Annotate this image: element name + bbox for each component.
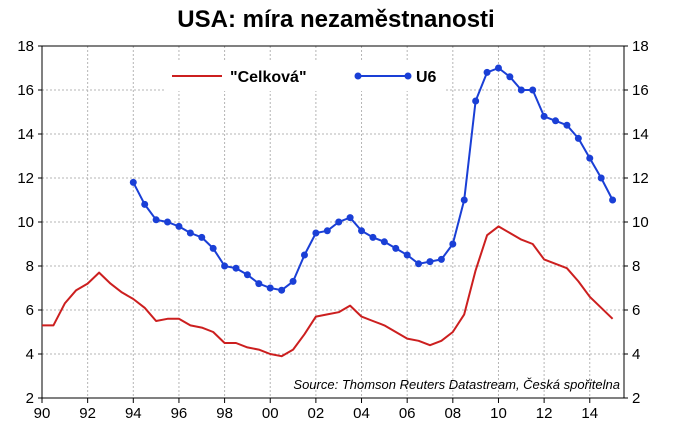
y-tick-label-right: 10 (632, 214, 649, 231)
y-tick-label-right: 2 (632, 390, 640, 407)
data-point-u6 (255, 280, 263, 288)
data-point-u6 (312, 229, 320, 237)
data-point-u6 (392, 244, 400, 252)
data-point-u6 (221, 262, 229, 270)
legend-marker-u6-start (354, 72, 362, 80)
data-point-u6 (335, 218, 343, 226)
y-tick-label-left: 12 (17, 170, 34, 187)
chart-title: USA: míra nezaměstnanosti (177, 6, 494, 33)
x-tick-label: 92 (79, 405, 96, 422)
data-point-u6 (460, 196, 468, 204)
data-point-u6 (358, 227, 366, 235)
data-point-u6 (129, 178, 137, 186)
axis-ticks: 90 92 94 96 98 00 02 04 06 08 10 12 14 2 2 4 4 6 6 8 8 10 10 12… (17, 38, 648, 422)
legend: "Celková" U6 (165, 61, 445, 91)
series-line-celkova (42, 225, 614, 358)
data-point-u6 (609, 196, 617, 204)
x-tick-label: 04 (353, 405, 370, 422)
source-note: Source: Thomson Reuters Datastream, Česk… (293, 377, 620, 392)
data-point-u6 (186, 229, 194, 237)
data-point-u6 (517, 86, 525, 94)
data-point-u6 (289, 277, 297, 285)
data-point-u6 (141, 200, 149, 208)
x-tick-label: 94 (125, 405, 142, 422)
y-tick-label-right: 18 (632, 38, 649, 55)
y-tick-label-left: 18 (17, 38, 34, 55)
y-tick-label-left: 4 (26, 346, 34, 363)
y-tick-label-right: 16 (632, 82, 649, 99)
data-point-u6 (232, 264, 240, 272)
data-point-u6 (198, 233, 206, 241)
data-point-u6 (175, 222, 183, 230)
data-point-u6 (300, 251, 308, 259)
x-tick-label: 02 (308, 405, 325, 422)
series-layer (42, 64, 617, 358)
data-point-u6 (472, 97, 480, 105)
y-tick-label-right: 8 (632, 258, 640, 275)
y-tick-label-left: 14 (17, 126, 34, 143)
data-point-u6 (483, 68, 491, 76)
data-point-u6 (506, 73, 514, 81)
data-point-u6 (369, 233, 377, 241)
y-tick-label-left: 6 (26, 302, 34, 319)
data-point-u6 (164, 218, 172, 226)
data-point-u6 (266, 284, 274, 292)
data-point-u6 (403, 251, 411, 259)
data-point-u6 (152, 216, 160, 224)
data-point-u6 (209, 244, 217, 252)
data-point-u6 (540, 112, 548, 120)
data-point-u6 (346, 214, 354, 222)
legend-label-u6: U6 (416, 69, 437, 86)
data-point-u6 (586, 154, 594, 162)
x-tick-label: 14 (581, 405, 598, 422)
data-point-u6 (323, 227, 331, 235)
data-point-u6 (278, 286, 286, 294)
x-tick-label: 90 (34, 405, 51, 422)
y-tick-label-left: 8 (26, 258, 34, 275)
x-tick-label: 98 (216, 405, 233, 422)
legend-marker-u6-end (404, 72, 412, 80)
data-point-u6 (529, 86, 537, 94)
data-point-u6 (574, 134, 582, 142)
y-tick-label-left: 10 (17, 214, 34, 231)
x-tick-label: 12 (536, 405, 553, 422)
data-point-u6 (380, 238, 388, 246)
data-point-u6 (449, 240, 457, 248)
x-tick-label: 08 (444, 405, 461, 422)
y-tick-label-left: 16 (17, 82, 34, 99)
x-tick-label: 96 (171, 405, 188, 422)
data-point-u6 (415, 260, 423, 268)
y-tick-label-right: 12 (632, 170, 649, 187)
y-tick-label-right: 4 (632, 346, 640, 363)
y-tick-label-left: 2 (26, 390, 34, 407)
data-point-u6 (552, 117, 560, 125)
data-point-u6 (437, 255, 445, 263)
legend-label-celkova: "Celková" (230, 69, 307, 86)
x-tick-label: 06 (399, 405, 416, 422)
data-point-u6 (563, 121, 571, 129)
data-point-u6 (597, 174, 605, 182)
x-tick-label: 10 (490, 405, 507, 422)
data-point-u6 (243, 271, 251, 279)
x-tick-label: 00 (262, 405, 279, 422)
data-point-u6 (426, 258, 434, 266)
data-point-u6 (494, 64, 502, 72)
y-tick-label-right: 14 (632, 126, 649, 143)
y-tick-label-right: 6 (632, 302, 640, 319)
